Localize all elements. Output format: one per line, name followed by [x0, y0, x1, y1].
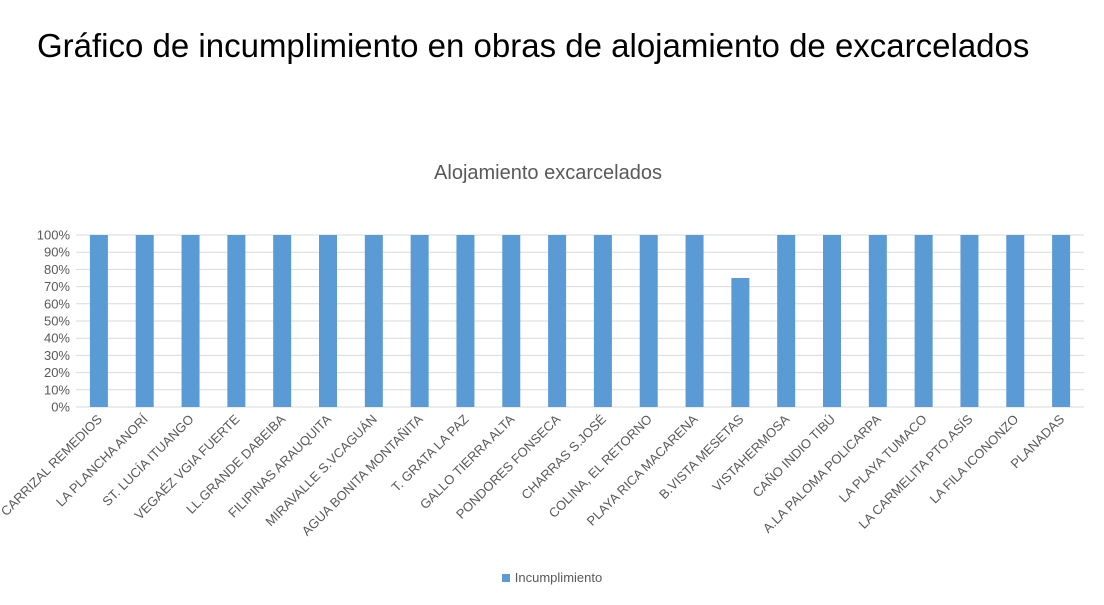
bar: [89, 235, 108, 407]
bar: [273, 235, 292, 407]
x-tick-label: T. GRATA LA PAZ: [388, 411, 471, 494]
bar: [364, 235, 383, 407]
x-tick-label: LA FILA ICONONZO: [926, 412, 1021, 507]
slide-title: Gráfico de incumplimiento en obras de al…: [37, 27, 1030, 64]
x-tick-label: VISTAHERMOSA: [709, 411, 792, 494]
y-tick-label: 50%: [44, 314, 70, 329]
bar: [823, 235, 841, 407]
bar: [914, 235, 933, 407]
legend: Incumplimiento: [0, 570, 1104, 585]
x-tick-label: CAÑO INDIO TIBÚ: [750, 412, 839, 501]
x-tick-label: B.VISTA MESETAS: [656, 411, 747, 502]
bar: [1006, 235, 1025, 407]
chart-title: Alojamiento excarcelados: [434, 162, 662, 184]
bar: [868, 235, 887, 407]
bar: [410, 235, 429, 407]
legend-label: Incumplimiento: [514, 570, 603, 585]
bar: [731, 278, 750, 407]
bar: [685, 235, 704, 407]
y-tick-label: 70%: [44, 279, 70, 294]
bar: [639, 235, 658, 407]
bar: [456, 235, 475, 407]
bar: [548, 235, 567, 407]
legend-swatch: [501, 574, 510, 582]
y-tick-label: 60%: [44, 296, 70, 311]
bar: [135, 235, 154, 407]
y-tick-label: 30%: [44, 348, 70, 363]
y-tick-label: 40%: [44, 331, 70, 346]
x-tick-label: CHARRAS S.JOSÉ: [518, 411, 609, 502]
y-tick-label: 10%: [44, 382, 70, 397]
bar: [227, 235, 246, 407]
y-tick-label: 80%: [44, 262, 70, 277]
bar: [960, 235, 979, 407]
x-tick-label: LA PLAYA TUMACO: [836, 412, 930, 506]
bar: [1052, 235, 1071, 407]
bar: [502, 235, 521, 407]
y-tick-label: 100%: [37, 228, 71, 243]
bar: [319, 235, 337, 407]
y-tick-label: 20%: [44, 365, 70, 380]
y-tick-label: 0%: [51, 400, 70, 415]
bar: [593, 235, 612, 407]
bar: [181, 235, 200, 407]
y-tick-label: 90%: [44, 245, 70, 260]
bar: [777, 235, 796, 407]
